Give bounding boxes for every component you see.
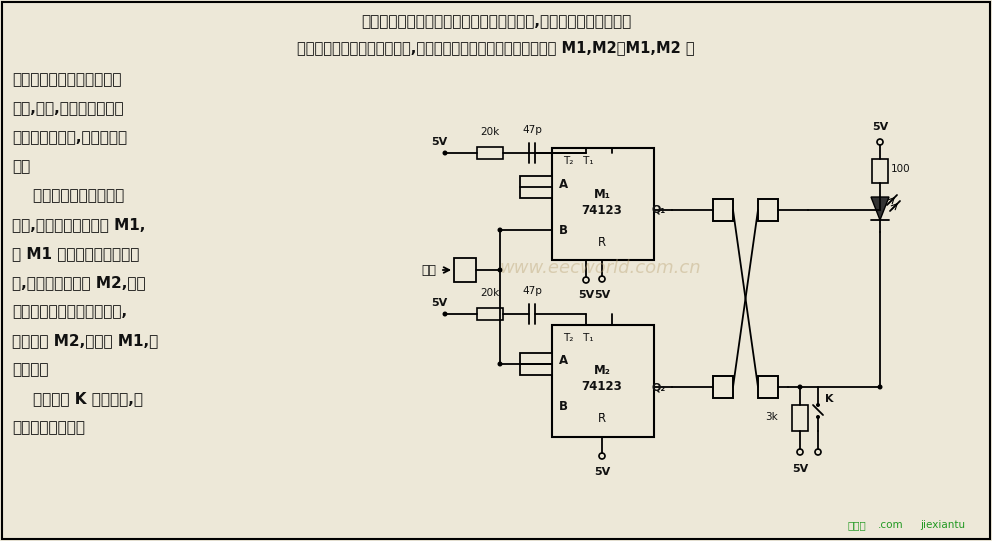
Text: 5V: 5V [792,464,808,474]
Text: 捷线图: 捷线图 [848,520,867,530]
Text: Q₂: Q₂ [651,382,666,392]
Bar [758,199,778,221]
Text: 5V: 5V [578,290,594,300]
Text: 5V: 5V [872,122,888,132]
Text: 按钮开关 K 用于复位,使: 按钮开关 K 用于复位,使 [12,391,143,406]
Bar [713,199,733,221]
Text: 3k: 3k [765,412,778,422]
Text: 来。: 来。 [12,159,30,174]
Text: 被测信号经一级反相器整形后,分别用上升沿和下降沿触发单稳电路 M1,M2。M1,M2 的: 被测信号经一级反相器整形后,分别用上升沿和下降沿触发单稳电路 M1,M2。M1,… [298,40,694,55]
Circle shape [798,385,803,390]
Text: K: K [825,394,833,404]
Text: T₂   T₁: T₂ T₁ [562,156,593,166]
Text: T₂   T₁: T₂ T₁ [562,333,593,343]
Bar [477,308,503,320]
Text: 单稳宽度预先调节到要求的: 单稳宽度预先调节到要求的 [12,72,121,87]
Text: 5V: 5V [594,467,610,477]
Text: 若正尖脉冲宽度小于设: 若正尖脉冲宽度小于设 [12,188,124,203]
Text: A: A [559,177,568,190]
Text: 5V: 5V [431,298,447,308]
Text: 在 M1 的单稳周期尚未结束: 在 M1 的单稳周期尚未结束 [12,246,139,261]
Text: B: B [559,400,568,413]
Text: www.eecworld.com.cn: www.eecworld.com.cn [499,259,700,277]
Text: 47p: 47p [522,125,542,135]
Text: 20k: 20k [480,127,500,137]
Text: .com: .com [878,520,904,530]
Text: 74123: 74123 [581,380,622,393]
Text: 内发生二次跳变,就会检测出: 内发生二次跳变,就会检测出 [12,130,127,145]
Bar [758,376,778,398]
Text: R̄: R̄ [598,235,606,248]
Text: Q₁: Q₁ [651,205,666,215]
Bar [552,325,654,437]
Text: R̄: R̄ [598,412,606,426]
Text: 5V: 5V [431,137,447,147]
Text: 发光二极管熄灭。: 发光二极管熄灭。 [12,420,85,435]
Text: B: B [559,223,568,236]
Bar [792,405,808,431]
Bar [713,376,733,398]
Text: 时,又用下降沿触发 M2,点亮: 时,又用下降沿触发 M2,点亮 [12,275,146,290]
Text: M₂: M₂ [593,365,610,378]
Bar [872,159,888,183]
Circle shape [442,150,447,155]
Circle shape [816,403,820,407]
Bar [454,258,476,282]
Circle shape [498,267,503,273]
Text: jiexiantu: jiexiantu [920,520,965,530]
Circle shape [878,385,883,390]
Bar [552,148,654,260]
Circle shape [498,228,503,233]
Text: 定值,则它的上升沿触发 M1,: 定值,则它的上升沿触发 M1, [12,217,146,232]
Circle shape [816,415,820,419]
Bar [520,176,552,198]
Text: 况类似。: 况类似。 [12,362,49,377]
Text: 宽度,这样,如果在这段时间: 宽度,这样,如果在这段时间 [12,101,124,116]
Bar [477,147,503,159]
Text: 发光二极管。若是负尖脉冲,: 发光二极管。若是负尖脉冲, [12,304,127,319]
Bar [520,353,552,375]
Text: A: A [559,354,568,367]
Text: 100: 100 [891,164,911,174]
Text: 则先触发 M2,再触发 M1,情: 则先触发 M2,再触发 M1,情 [12,333,159,348]
Text: 74123: 74123 [581,203,622,216]
Text: M₁: M₁ [593,188,610,201]
Text: 47p: 47p [522,286,542,296]
Text: 本检测器电路能查出脉宽小于预定值的信号,并用发光二极管显示。: 本检测器电路能查出脉宽小于预定值的信号,并用发光二极管显示。 [361,14,631,29]
Text: 5V: 5V [594,290,610,300]
Circle shape [498,361,503,366]
Polygon shape [871,197,889,220]
Text: 输入: 输入 [421,263,436,276]
Text: 20k: 20k [480,288,500,298]
Circle shape [442,312,447,316]
